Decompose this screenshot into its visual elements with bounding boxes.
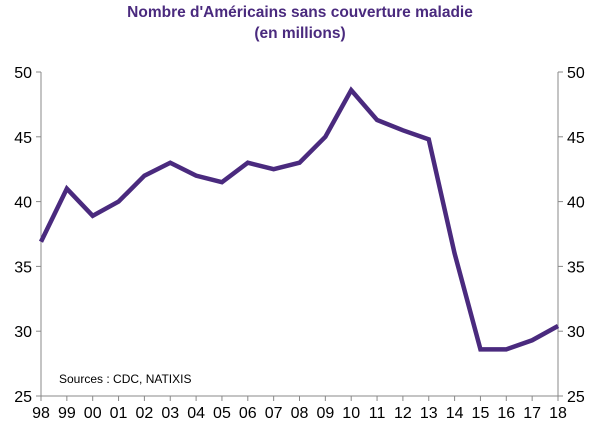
x-tick-label: 02 <box>136 405 154 422</box>
chart-title-line2: (en millions) <box>254 25 345 42</box>
y-tick-label-right: 25 <box>567 389 585 406</box>
x-tick-label: 17 <box>523 405 541 422</box>
y-tick-label-left: 30 <box>14 324 32 341</box>
x-tick-label: 99 <box>58 405 76 422</box>
y-tick-label-right: 40 <box>567 195 585 212</box>
series-group <box>38 86 560 352</box>
x-tick-label: 06 <box>239 405 257 422</box>
source-note: Sources : CDC, NATIXIS <box>59 372 191 386</box>
y-axis-right: 25 30 35 40 45 50 <box>558 65 585 406</box>
y-tick-label-left: 35 <box>14 259 32 276</box>
x-tick-label: 03 <box>161 405 179 422</box>
y-tick-label-left: 45 <box>14 130 32 147</box>
x-tick-label: 16 <box>497 405 515 422</box>
x-tick-label: 05 <box>213 405 231 422</box>
x-tick-label: 10 <box>342 405 360 422</box>
y-axis-left: 25 30 35 40 45 50 <box>14 65 41 406</box>
x-tick-label: 07 <box>265 405 283 422</box>
chart-title-line1: Nombre d'Américains sans couverture mala… <box>127 4 473 21</box>
x-tick-label: 00 <box>84 405 102 422</box>
x-tick-label: 04 <box>187 405 205 422</box>
y-tick-label-left: 50 <box>14 65 32 82</box>
x-tick-label: 12 <box>394 405 412 422</box>
x-tick-label: 08 <box>291 405 309 422</box>
x-tick-label: 14 <box>446 405 464 422</box>
x-tick-label: 11 <box>369 405 386 422</box>
x-tick-label: 09 <box>316 405 334 422</box>
x-tick-label: 15 <box>472 405 490 422</box>
y-tick-label-left: 40 <box>14 195 32 212</box>
x-tick-label: 18 <box>549 405 567 422</box>
y-tick-label-left: 25 <box>14 389 32 406</box>
y-tick-label-right: 30 <box>567 324 585 341</box>
y-tick-label-right: 50 <box>567 65 585 82</box>
series-line <box>38 86 560 352</box>
x-axis: 98 99 00 01 02 03 04 05 06 07 08 09 10 11 12 13 14 15 16 17… <box>32 396 567 422</box>
y-tick-label-right: 35 <box>567 259 585 276</box>
x-tick-label: 98 <box>32 405 50 422</box>
x-tick-label: 01 <box>110 405 128 422</box>
x-tick-label: 13 <box>420 405 438 422</box>
y-tick-label-right: 45 <box>567 130 585 147</box>
